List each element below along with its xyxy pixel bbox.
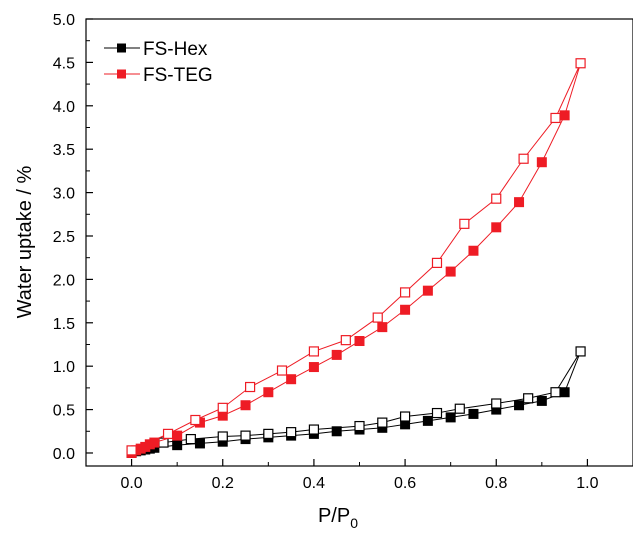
desorption-point bbox=[162, 428, 174, 439]
desorption-point bbox=[523, 393, 534, 404]
series-line bbox=[131, 63, 582, 454]
adsorption-point bbox=[149, 437, 160, 448]
desorption-point bbox=[377, 417, 388, 428]
desorption-point bbox=[286, 427, 297, 438]
adsorption-point bbox=[308, 362, 319, 373]
adsorption-point bbox=[400, 304, 411, 315]
x-tick-label: 1.0 bbox=[576, 475, 598, 492]
adsorption-point bbox=[240, 400, 251, 411]
adsorption-point bbox=[422, 415, 433, 426]
x-tick-label: 0.0 bbox=[120, 475, 142, 492]
y-tick-label: 3.0 bbox=[53, 186, 75, 203]
adsorption-point bbox=[263, 387, 274, 398]
y-axis-title: Water uptake / % bbox=[14, 165, 36, 318]
desorption-point bbox=[575, 58, 586, 69]
desorption-point bbox=[185, 433, 196, 445]
desorption-point bbox=[190, 414, 201, 426]
adsorption-point bbox=[536, 395, 547, 406]
x-tick-label: 0.6 bbox=[394, 475, 416, 492]
adsorption-point bbox=[422, 285, 433, 296]
adsorption-point bbox=[559, 110, 570, 121]
plot-frame bbox=[85, 18, 633, 467]
adsorption-point bbox=[514, 197, 525, 208]
legend-label: FS-Hex bbox=[143, 39, 208, 60]
adsorption-point bbox=[377, 322, 388, 333]
adsorption-point bbox=[536, 157, 547, 168]
y-tick-label: 3.5 bbox=[53, 142, 75, 159]
desorption-point bbox=[431, 257, 443, 268]
legend-marker bbox=[117, 43, 126, 53]
desorption-point bbox=[276, 365, 288, 376]
desorption-point bbox=[399, 287, 411, 298]
y-tick-label: 0.5 bbox=[53, 403, 75, 420]
desorption-point bbox=[354, 420, 365, 432]
x-tick-label: 0.8 bbox=[485, 475, 507, 492]
adsorption-point bbox=[172, 440, 183, 451]
series-fs-hex bbox=[126, 346, 586, 458]
desorption-point bbox=[518, 153, 529, 164]
adsorption-point bbox=[331, 426, 342, 437]
x-tick-label: 0.4 bbox=[303, 475, 325, 492]
desorption-point bbox=[399, 411, 411, 422]
desorption-point bbox=[240, 430, 251, 441]
adsorption-point bbox=[491, 222, 502, 233]
y-tick-label: 2.5 bbox=[53, 229, 75, 246]
adsorption-point bbox=[286, 374, 297, 385]
desorption-point bbox=[491, 193, 502, 204]
adsorption-point bbox=[194, 438, 205, 449]
adsorption-point bbox=[445, 412, 456, 423]
desorption-point bbox=[217, 402, 228, 413]
x-tick-label: 0.2 bbox=[212, 475, 234, 492]
desorption-point bbox=[431, 407, 443, 419]
y-tick-label: 0.0 bbox=[53, 446, 75, 463]
desorption-point bbox=[308, 424, 320, 435]
desorption-point bbox=[372, 312, 383, 323]
y-tick-label: 4.0 bbox=[53, 99, 75, 116]
series-fs-teg bbox=[126, 58, 586, 458]
desorption-point bbox=[454, 403, 465, 414]
legend: FS-Hex FS-TEG bbox=[104, 39, 213, 86]
desorption-point bbox=[263, 428, 274, 439]
desorption-point bbox=[550, 112, 561, 124]
desorption-point bbox=[575, 346, 586, 357]
desorption-point bbox=[217, 431, 228, 442]
y-tick-label: 5.0 bbox=[53, 12, 75, 29]
desorption-point bbox=[245, 381, 256, 393]
y-tick-label: 1.5 bbox=[53, 316, 75, 333]
y-tick-label: 1.0 bbox=[53, 359, 75, 376]
desorption-point bbox=[308, 346, 320, 357]
desorption-point bbox=[550, 387, 561, 398]
series-line bbox=[131, 351, 582, 454]
x-axis-title: P/P0 bbox=[318, 505, 358, 531]
legend-label: FS-TEG bbox=[143, 65, 213, 86]
adsorption-point bbox=[559, 387, 570, 398]
desorption-point bbox=[340, 335, 351, 346]
adsorption-point bbox=[514, 400, 525, 411]
adsorption-point bbox=[468, 408, 479, 419]
desorption-point bbox=[459, 218, 470, 229]
adsorption-point bbox=[445, 266, 456, 277]
desorption-point bbox=[126, 445, 137, 456]
adsorption-point bbox=[172, 430, 183, 441]
y-tick-label: 2.0 bbox=[53, 272, 75, 289]
adsorption-point bbox=[354, 336, 365, 347]
legend-marker bbox=[117, 69, 126, 79]
desorption-point bbox=[491, 398, 502, 409]
adsorption-point bbox=[468, 245, 479, 256]
y-tick-label: 4.5 bbox=[53, 55, 75, 72]
adsorption-point bbox=[331, 349, 342, 360]
